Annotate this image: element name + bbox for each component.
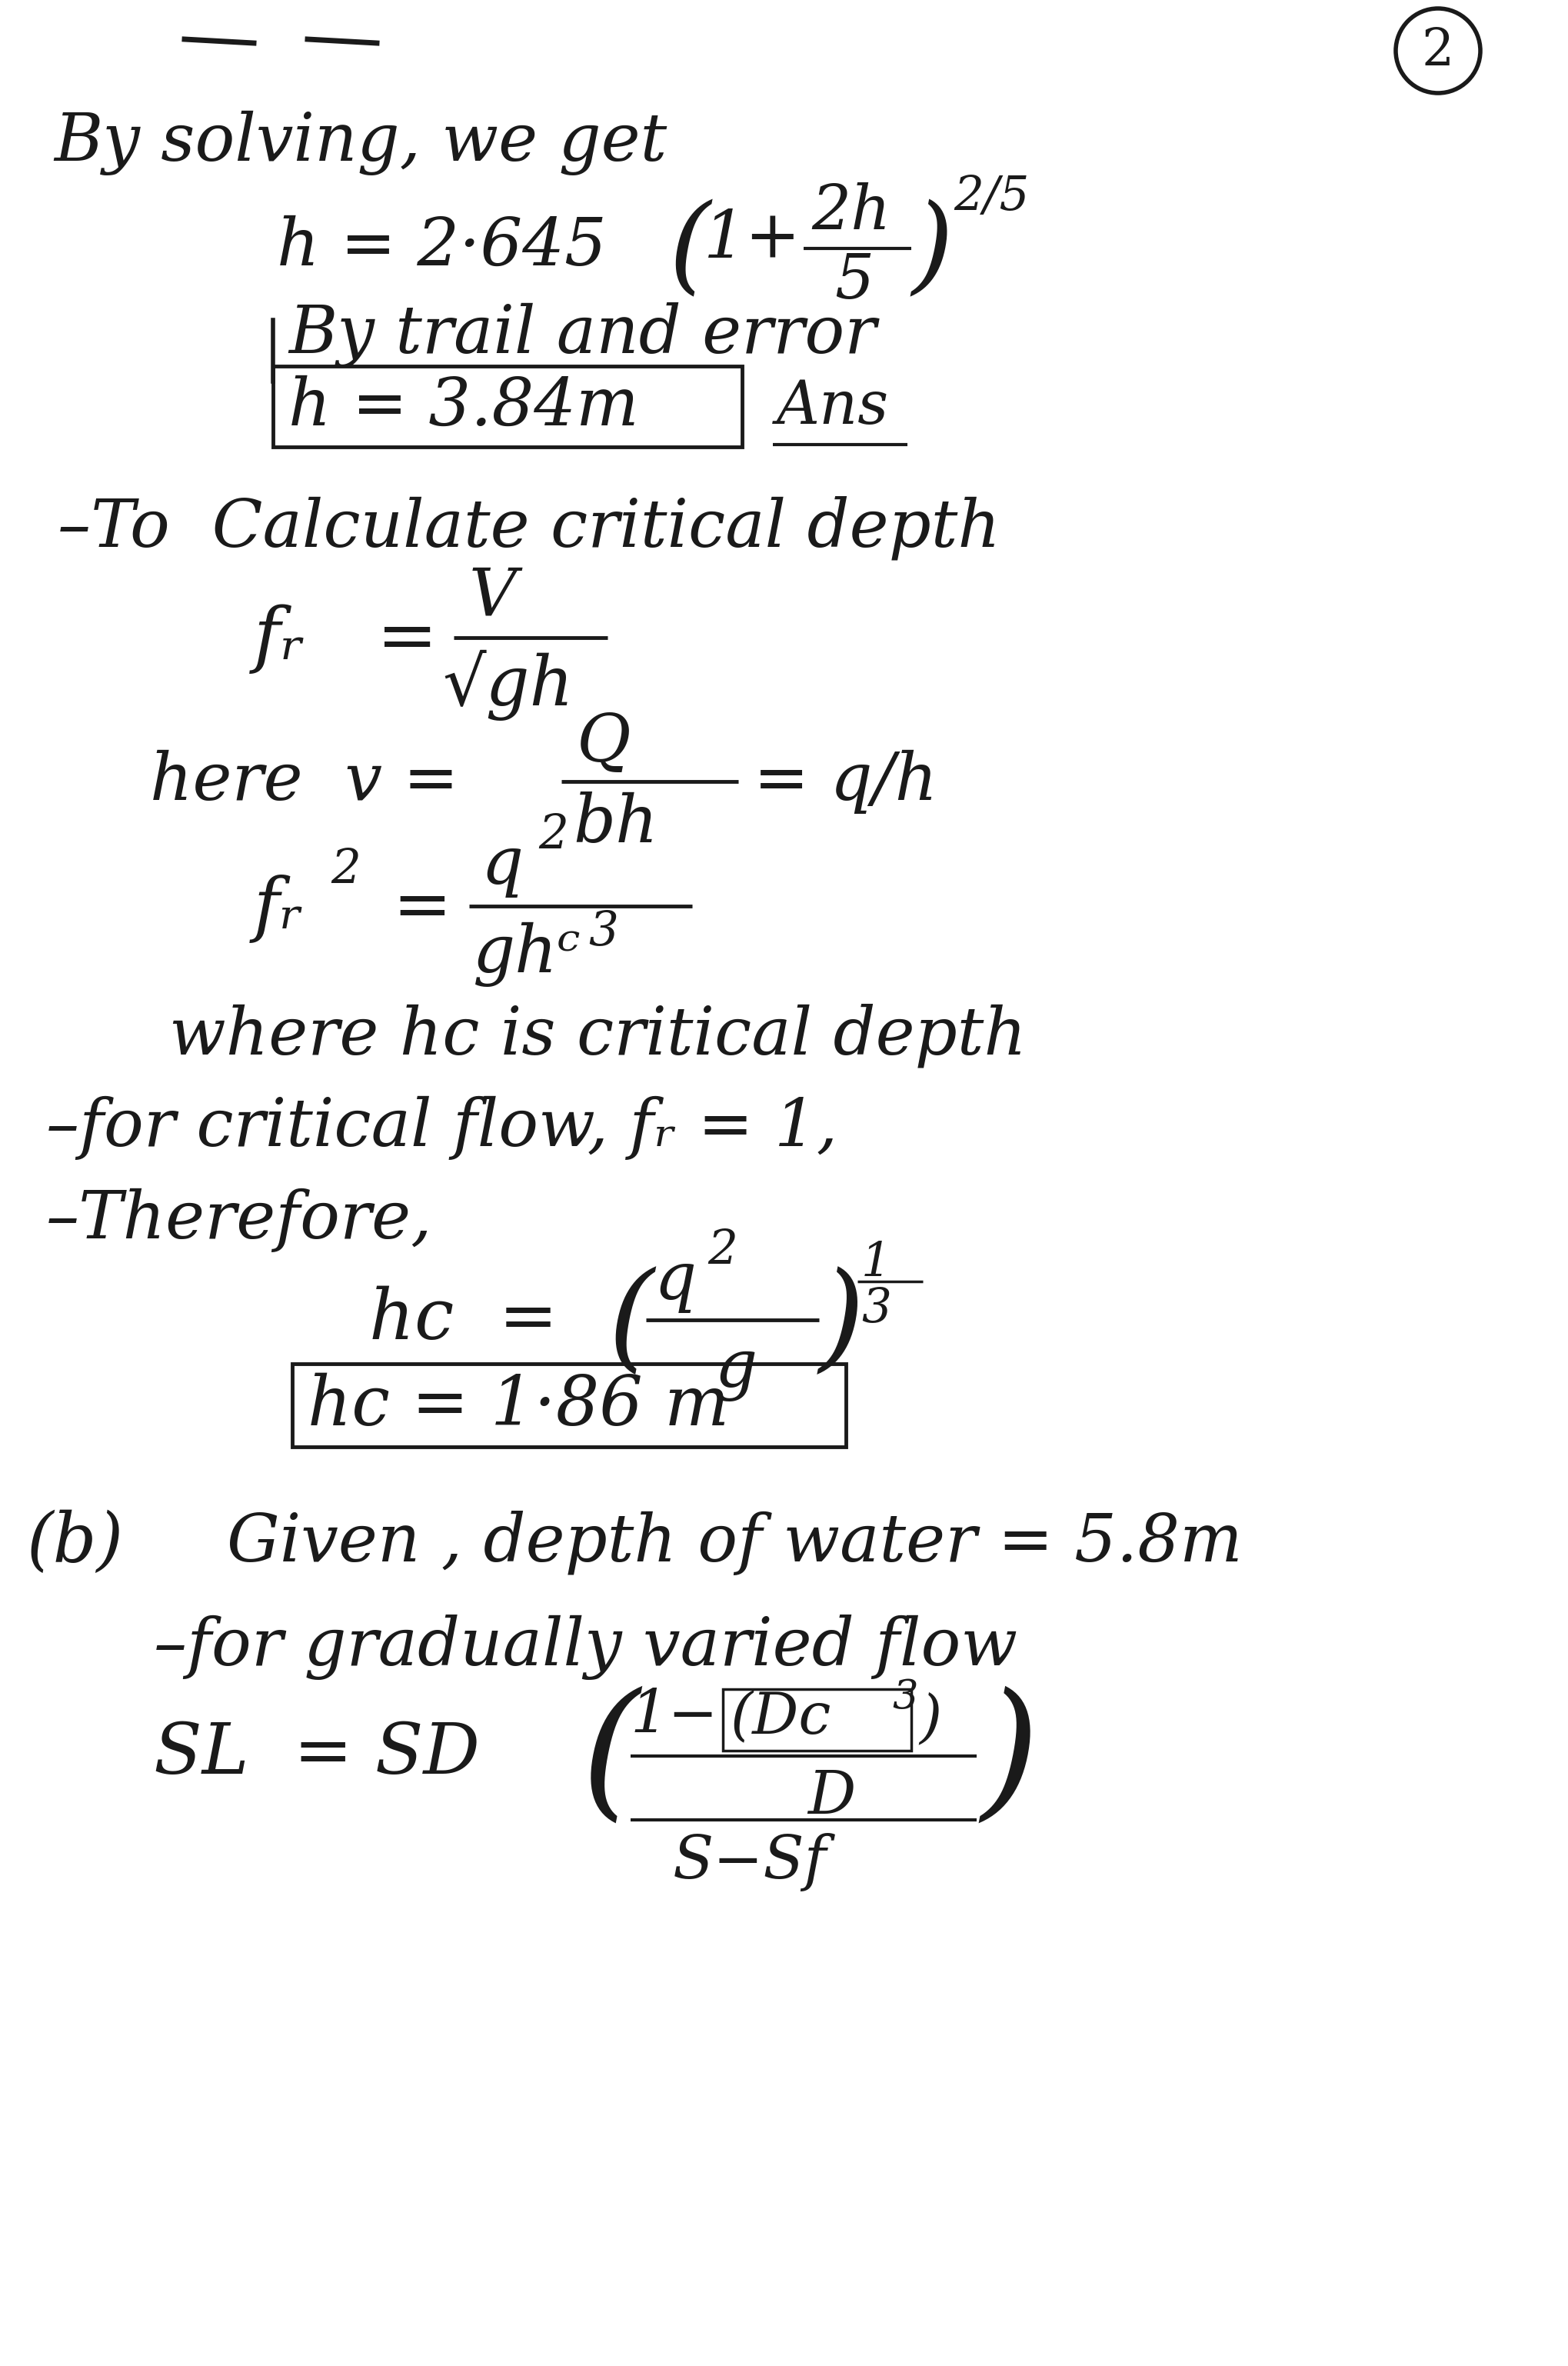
Text: =: = [392, 875, 452, 942]
Text: fᵣ: fᵣ [254, 873, 304, 942]
Text: h = 3.84m: h = 3.84m [289, 376, 638, 438]
Text: –To  Calculate critical depth: –To Calculate critical depth [58, 494, 1000, 561]
Text: D: D [808, 1767, 855, 1827]
Text: ): ) [919, 1692, 941, 1748]
Text: (b): (b) [27, 1510, 124, 1576]
Text: here  v =: here v = [151, 750, 458, 814]
Text: V: V [469, 565, 517, 629]
Text: ): ) [818, 1266, 864, 1382]
Text: Given , depth of water = 5.8m: Given , depth of water = 5.8m [227, 1510, 1242, 1576]
Text: √gh: √gh [442, 651, 574, 722]
Text: 1+: 1+ [704, 208, 801, 272]
Text: 5: 5 [834, 251, 873, 312]
Bar [273, 367, 742, 447]
Text: ): ) [980, 1685, 1038, 1831]
Text: S−Sf: S−Sf [673, 1834, 826, 1890]
Text: (: ( [607, 1266, 652, 1382]
Text: fᵣ: fᵣ [254, 603, 306, 674]
Text: =: = [376, 606, 437, 674]
Text: 1: 1 [861, 1240, 891, 1285]
Text: 2: 2 [538, 812, 568, 859]
Text: –for critical flow, fᵣ = 1,: –for critical flow, fᵣ = 1, [45, 1095, 837, 1159]
Text: hc = 1·86 m: hc = 1·86 m [307, 1372, 729, 1439]
Bar [292, 1363, 845, 1448]
Bar [723, 1689, 911, 1751]
Text: 3: 3 [892, 1677, 917, 1715]
Text: h = 2·645: h = 2·645 [276, 215, 607, 279]
Text: 1−: 1− [630, 1687, 718, 1746]
Text: ): ) [911, 199, 952, 303]
Text: 2h: 2h [811, 182, 891, 241]
Text: (: ( [580, 1685, 638, 1831]
Text: –Therefore,: –Therefore, [45, 1188, 433, 1252]
Text: hc  =: hc = [368, 1285, 558, 1353]
Text: Ans: Ans [776, 379, 889, 435]
Text: 2: 2 [707, 1228, 737, 1273]
Text: 2: 2 [1421, 26, 1454, 76]
Text: By solving, we get: By solving, we get [53, 111, 666, 175]
Text: q: q [480, 835, 522, 897]
Text: 2/5: 2/5 [953, 173, 1029, 220]
Text: (Dc: (Dc [731, 1689, 831, 1746]
Text: –for gradually varied flow: –for gradually varied flow [154, 1614, 1018, 1680]
Text: SL  = SD: SL = SD [154, 1720, 480, 1789]
Text: 3: 3 [588, 909, 618, 953]
Text: where hc is critical depth: where hc is critical depth [169, 1003, 1025, 1067]
Text: By trail and error: By trail and error [289, 303, 877, 369]
Text: bh: bh [572, 793, 657, 856]
Text: Q: Q [577, 712, 630, 774]
Text: (: ( [668, 199, 710, 303]
Text: g: g [715, 1339, 757, 1401]
Text: ghᶜ: ghᶜ [472, 923, 582, 987]
Text: 3: 3 [861, 1285, 891, 1332]
Text: = q/h: = q/h [753, 750, 938, 814]
Text: q: q [654, 1249, 696, 1313]
Text: 2: 2 [331, 847, 361, 892]
